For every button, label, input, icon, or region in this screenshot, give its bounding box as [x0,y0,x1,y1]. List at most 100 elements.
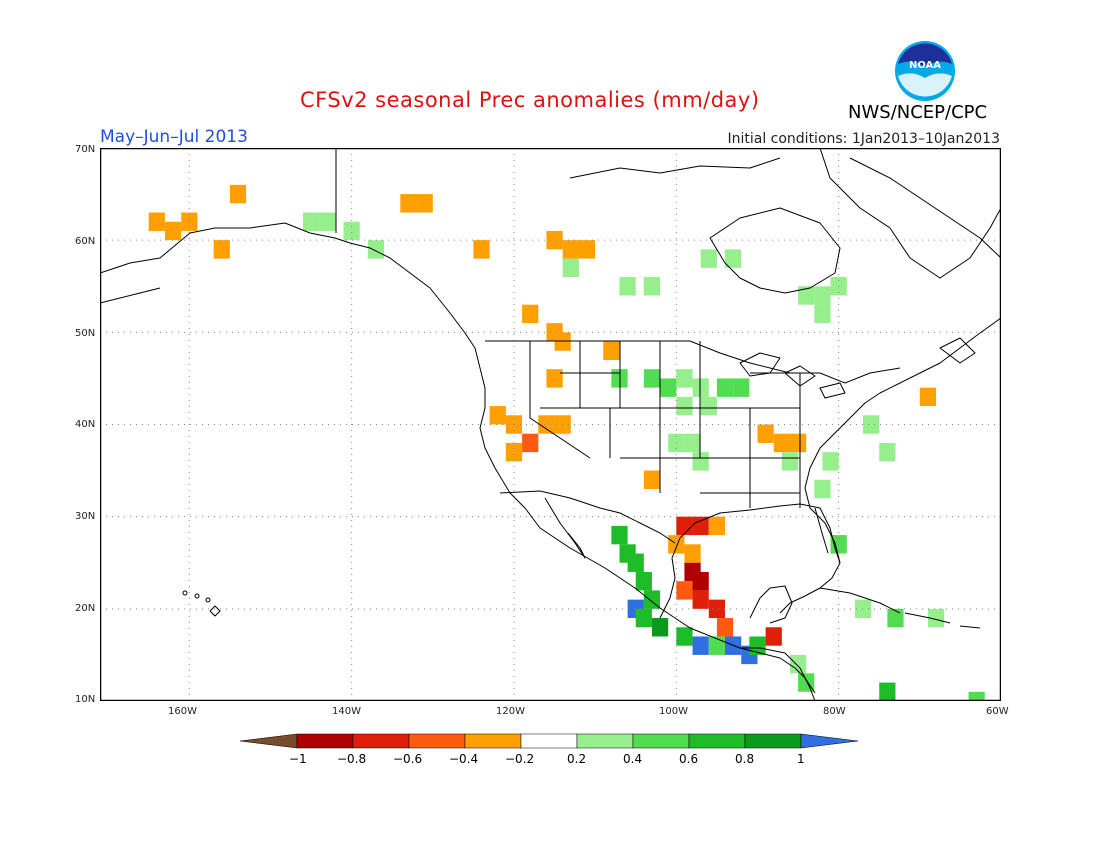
anomaly-cell [416,194,433,213]
anomaly-cell [546,369,563,388]
anomaly-cell [635,608,652,628]
anomaly-cell [489,406,506,425]
colorbar [240,733,859,749]
anomaly-cell [692,452,709,471]
colorbar-segment [520,733,578,749]
colorbar-segment [688,733,746,749]
lat-label: 40N [75,419,96,430]
svg-text:NOAA: NOAA [909,60,941,71]
anomaly-cell [733,378,750,397]
anomaly-cell [148,212,165,231]
initial-conditions-label: Initial conditions: 1Jan2013–10Jan2013 [727,131,1000,147]
anomaly-cell [319,212,336,231]
lat-label: 30N [75,511,96,522]
anomaly-cell [522,433,539,453]
anomaly-cell [554,332,571,351]
season-label: May–Jun–Jul 2013 [100,127,248,147]
anomaly-cell [643,470,661,490]
anomaly-cell [773,433,790,453]
anomaly-cell [473,240,490,259]
lat-label: 20N [75,603,96,614]
anomaly-cell [757,424,774,443]
anomaly-cell [164,221,182,241]
anomaly-cell [400,194,417,213]
anomaly-cell [814,479,831,499]
anomaly-cell [643,369,661,388]
anomaly-cell [181,212,198,231]
anomaly-cell [562,240,579,259]
anomaly-cell [814,286,831,305]
noaa-logo: NOAA [895,41,955,101]
anomaly-cell [749,636,766,655]
anomaly-cell [627,553,644,572]
lon-label: 160W [168,706,197,717]
anomaly-cell [676,396,693,416]
anomaly-cell [854,599,872,619]
anomaly-cell [692,516,709,536]
anomaly-cell [814,304,831,324]
colorbar-tick: 0.6 [679,752,699,766]
anomaly-cell [229,184,247,204]
anomaly-cell [716,618,734,637]
anomaly-cell [676,581,693,600]
anomaly-cell [968,691,985,701]
anomaly-cell [879,682,896,701]
anomaly-cell [213,240,230,259]
anomaly-cell [879,442,896,462]
anomaly-cell [676,516,693,536]
map-frame [100,148,1001,701]
anomaly-cell [708,599,726,619]
colorbar-tick: −0.8 [337,752,367,766]
anomaly-cell [643,277,661,296]
anomaly-cell [635,571,652,591]
colorbar-tick: 0.8 [735,752,755,766]
anomaly-cell [781,452,799,471]
anomaly-cell [927,608,945,628]
anomaly-cell [887,608,904,628]
anomaly-cell [538,415,555,434]
anomaly-cell [676,369,693,388]
anomaly-cell [343,221,360,241]
coastlines [100,148,1001,701]
colorbar-segment [464,733,522,749]
colorbar-tick: 0.2 [567,752,587,766]
anomaly-cell [765,627,782,646]
anomaly-cell [367,240,385,259]
anomaly-cell [651,618,669,637]
lat-label: 10N [75,694,96,705]
anomaly-cell [822,452,839,471]
anomaly-cell [619,277,636,296]
anomaly-cell [798,286,815,305]
anomaly-cell [684,544,701,563]
lon-label: 60W [986,706,1009,717]
anomaly-cell [863,415,880,434]
lat-label: 50N [75,328,96,339]
lon-label: 80W [823,706,846,717]
anomaly-cell [302,212,320,231]
anomaly-cell [716,378,734,397]
map-title: CFSv2 seasonal Prec anomalies (mm/day) [300,88,760,112]
lon-label: 120W [496,706,525,717]
colorbar-tick: −0.4 [449,752,479,766]
anomaly-cell [708,516,726,536]
political-borders [335,148,901,544]
lon-label: 100W [659,706,688,717]
anomaly-cell [692,571,709,591]
anomaly-cell [692,378,709,397]
colorbar-tick: −0.2 [505,752,535,766]
precip-anomaly-map [100,148,1001,701]
map-gridlines [100,148,1001,701]
anomaly-cell [700,396,717,416]
anomaly-cell [789,433,807,453]
anomaly-cell [684,433,701,453]
anomaly-cell [578,240,596,259]
colorbar-segment [632,733,690,749]
colorbar-tick: 0.4 [623,752,643,766]
anomaly-cell [708,636,726,655]
anomaly-cell [603,341,620,360]
anomaly-cell [546,230,563,250]
anomaly-cell [700,249,717,268]
colorbar-min-arrow [240,733,298,749]
colorbar-max-arrow [800,733,859,749]
colorbar-segment [296,733,354,749]
